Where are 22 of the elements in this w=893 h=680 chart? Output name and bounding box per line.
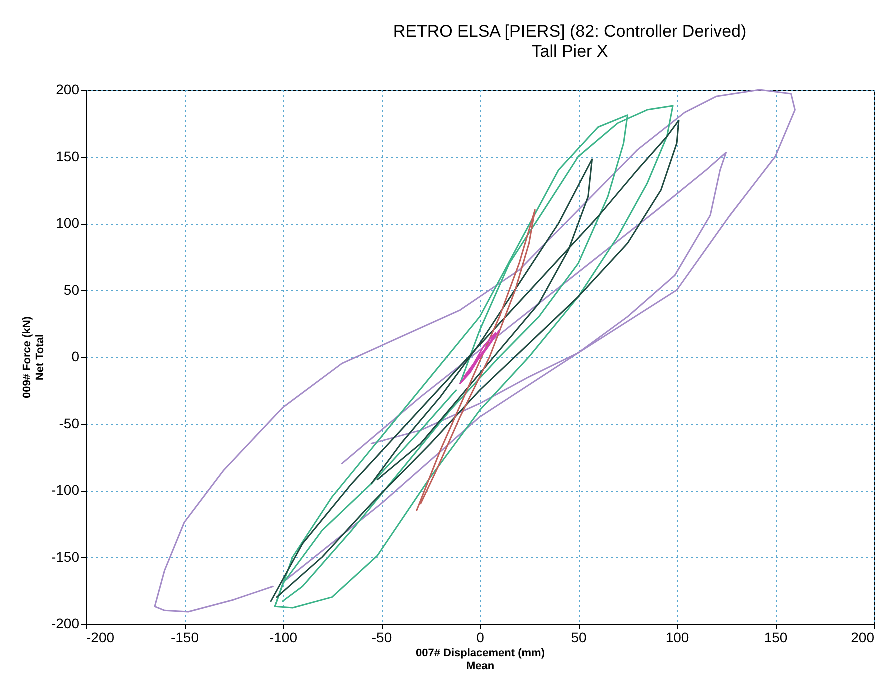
x-tick-label: 0	[476, 630, 485, 646]
x-tick-label: -150	[170, 630, 200, 646]
x-tick-label: 200	[851, 630, 875, 646]
y-tick-label: 100	[56, 215, 80, 231]
y-tick-label: 200	[56, 82, 80, 98]
x-tick-label: -100	[269, 630, 298, 646]
y-tick-label: -50	[59, 415, 80, 432]
x-tick-label: 150	[764, 630, 788, 646]
x-axis-title: 007# Displacement (mm) Mean	[416, 648, 546, 672]
y-axis-title: 009# Force (kN) Net Total	[21, 316, 46, 398]
y-tick-label: -200	[51, 616, 80, 632]
x-tick-label: -200	[86, 630, 115, 646]
x-tick-label: -50	[372, 630, 392, 646]
y-tick-label: -100	[51, 482, 80, 498]
y-tick-label: 150	[56, 148, 80, 164]
x-tick-label: 50	[571, 630, 587, 646]
y-tick-label: 50	[64, 282, 80, 298]
chart-title: RETRO ELSA [PIERS] (82: Controller Derived)	[393, 22, 747, 41]
y-tick-label: -150	[51, 548, 80, 565]
y-tick-label: 0	[72, 348, 80, 364]
x-tick-label: 100	[666, 630, 690, 646]
chart-subtitle: Tall Pier X	[532, 42, 608, 61]
